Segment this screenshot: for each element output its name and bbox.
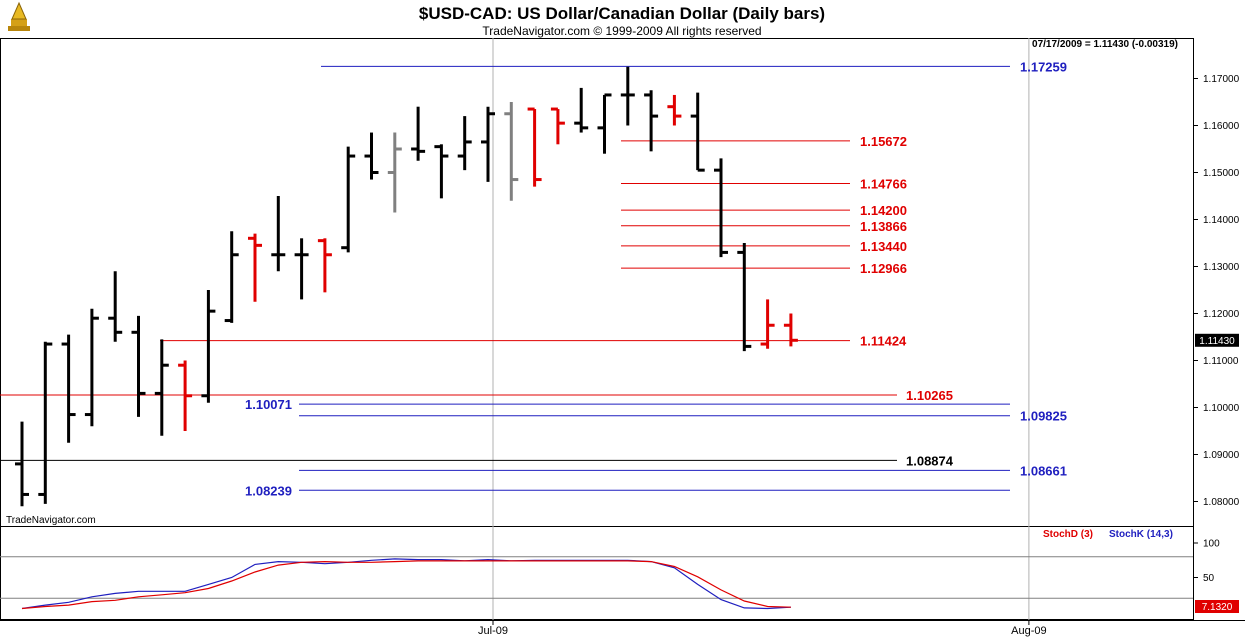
chart-title: $USD-CAD: US Dollar/Canadian Dollar (Dai… — [419, 4, 825, 23]
ohlc-bar — [574, 87, 589, 133]
price-tick-label: 1.08000 — [1203, 497, 1240, 508]
price-tick-label: 1.17000 — [1203, 74, 1240, 85]
ohlc-bar — [457, 116, 472, 171]
ohlc-bar — [108, 271, 123, 342]
level-label: 1.13440 — [860, 239, 907, 254]
ohlc-bar — [550, 107, 565, 145]
price-tick-label: 1.11000 — [1203, 356, 1239, 367]
last-bar-info: 07/17/2009 = 1.11430 (-0.00319) — [1032, 39, 1178, 50]
level-label: 1.10071 — [245, 397, 292, 412]
ohlc-bar — [620, 66, 635, 126]
price-tick-label: 1.10000 — [1203, 403, 1240, 414]
ohlc-bar — [737, 243, 752, 352]
ohlc-bar — [481, 106, 495, 182]
ohlc-bar — [131, 315, 146, 417]
stoch-panel-frame — [0, 526, 1194, 620]
level-label: 1.13866 — [860, 219, 907, 234]
ohlc-bar — [387, 132, 402, 213]
ohlc-bar — [411, 106, 426, 161]
price-tick-label: 1.16000 — [1203, 121, 1240, 132]
price-axis: 1.17000 1.16000 1.15000 1.14000 1.13000 1.120… — [1193, 74, 1240, 508]
ohlc-bar — [783, 313, 798, 347]
ohlc-bar — [644, 90, 659, 152]
ohlc-bar — [504, 102, 519, 201]
level-label: 1.09825 — [1020, 409, 1067, 424]
chart-subtitle: TradeNavigator.com © 1999-2009 All right… — [482, 24, 761, 38]
ohlc-bar — [294, 238, 309, 300]
stoch-last-label: 7.1320 — [1202, 602, 1233, 613]
ohlc-bar — [248, 233, 262, 302]
stoch-d-legend: StochD (3) — [1043, 529, 1093, 540]
stochastic-panel: 100 50 — [0, 539, 1220, 610]
level-label: 1.08661 — [1020, 463, 1067, 478]
ohlc-bar — [317, 238, 332, 293]
ohlc-bar — [760, 299, 775, 349]
stoch-tick-label: 50 — [1203, 573, 1215, 584]
last-price-marker: 1.11430 — [1195, 333, 1239, 347]
level-label: 1.17259 — [1020, 59, 1067, 74]
price-tick-label: 1.12000 — [1203, 309, 1240, 320]
ohlc-bar — [714, 158, 728, 258]
level-label: 1.14200 — [860, 203, 907, 218]
trade-navigator-logo-icon — [8, 1, 30, 31]
ohlc-bar — [224, 231, 239, 323]
level-label: 1.10265 — [906, 388, 953, 403]
ohlc-bar — [15, 421, 29, 507]
level-label: 1.08239 — [245, 483, 292, 498]
price-tick-label: 1.09000 — [1203, 450, 1240, 461]
ohlc-bar — [84, 308, 99, 427]
price-tick-label: 1.13000 — [1203, 262, 1240, 273]
stoch-d-line — [21, 560, 791, 610]
date-axis: Jul-09 Aug-09 — [478, 620, 1047, 637]
ohlc-bar — [597, 93, 612, 154]
stoch-last-marker: 7.1320 — [1195, 600, 1239, 613]
price-tick-label: 1.14000 — [1203, 215, 1240, 226]
ohlc-bar — [690, 92, 705, 172]
stoch-tick-label: 100 — [1203, 539, 1220, 550]
last-price-label: 1.11430 — [1199, 336, 1235, 347]
stoch-k-line — [21, 558, 791, 610]
watermark: TradeNavigator.com — [6, 515, 96, 526]
level-label: 1.08874 — [906, 453, 954, 468]
ohlc-bar — [61, 334, 76, 443]
ohlc-bar — [341, 146, 356, 253]
level-label: 1.15672 — [860, 134, 907, 149]
gridlines — [492, 38, 1030, 620]
ohlc-bar — [154, 339, 169, 436]
date-tick-label: Jul-09 — [478, 625, 508, 637]
ohlc-bar — [667, 94, 682, 126]
level-label: 1.12966 — [860, 261, 907, 276]
ohlc-bar — [364, 132, 379, 180]
ohlc-bar — [178, 360, 193, 431]
level-label: 1.14766 — [860, 176, 907, 191]
ohlc-bar — [434, 144, 449, 199]
stoch-k-legend: StochK (14,3) — [1109, 529, 1173, 540]
ohlc-bar — [201, 290, 216, 403]
main-panel-frame — [0, 38, 1194, 527]
date-tick-label: Aug-09 — [1011, 625, 1046, 637]
level-label: 1.11424 — [860, 334, 907, 349]
price-tick-label: 1.15000 — [1203, 168, 1240, 179]
ohlc-bar — [271, 196, 286, 272]
ohlc-bar — [38, 341, 53, 504]
ohlc-bars — [15, 66, 798, 507]
ohlc-bar — [527, 107, 542, 187]
